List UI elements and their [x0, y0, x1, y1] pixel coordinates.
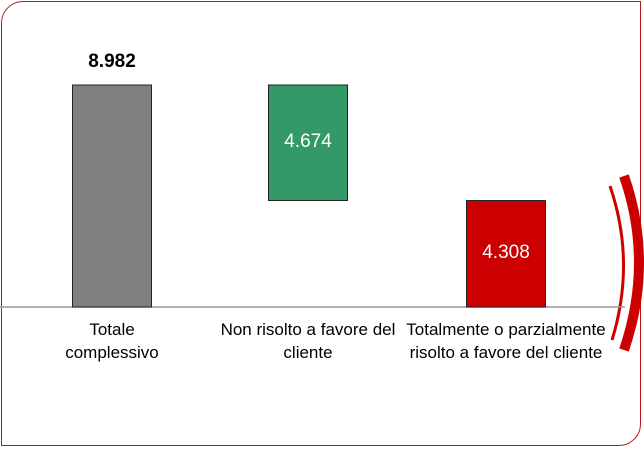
bar: [466, 200, 546, 308]
bar: [72, 84, 152, 308]
decoration-arc: [619, 174, 644, 352]
category-label: Totalmente o parzialmente risolto a favo…: [406, 320, 606, 362]
value-label: 4.674: [284, 130, 332, 152]
decoration-arc: [608, 185, 626, 341]
category-label: Totale complessivo: [65, 320, 159, 362]
bar: [268, 84, 348, 202]
category-label: Non risolto a favore del cliente: [220, 320, 396, 362]
value-label: 4.308: [482, 241, 530, 263]
value-label: 8.982: [88, 51, 136, 72]
